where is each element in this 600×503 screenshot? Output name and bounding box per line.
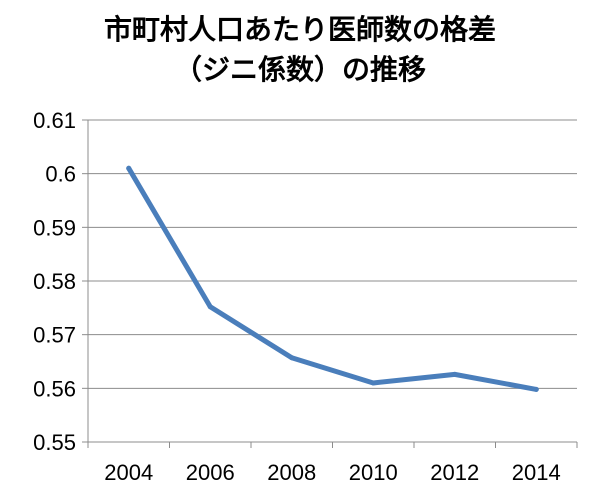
y-tick-label: 0.6 [45,162,76,187]
x-tick-label: 2010 [349,460,398,485]
chart-title-line-1: 市町村人口あたり医師数の格差 [103,13,496,46]
data-point [289,355,295,361]
data-point [533,386,539,392]
x-tick-label: 2012 [430,460,479,485]
data-point [452,371,458,377]
y-tick-label: 0.57 [33,323,76,348]
data-point [370,380,376,386]
chart-title: 市町村人口あたり医師数の格差 （ジニ係数）の推移 [0,10,600,90]
x-tick-label: 2014 [512,460,561,485]
chart-title-line-2: （ジニ係数）の推移 [173,53,426,86]
y-tick-label: 0.59 [33,215,76,240]
data-point [126,165,132,171]
series-line [126,165,539,392]
y-tick-label: 0.55 [33,430,76,455]
data-point [207,304,213,310]
x-tick-label: 2006 [186,460,235,485]
x-tick-label: 2008 [267,460,316,485]
y-tick-label: 0.61 [33,108,76,133]
x-tick-label: 2004 [104,460,153,485]
y-tick-label: 0.58 [33,269,76,294]
y-tick-label: 0.56 [33,376,76,401]
